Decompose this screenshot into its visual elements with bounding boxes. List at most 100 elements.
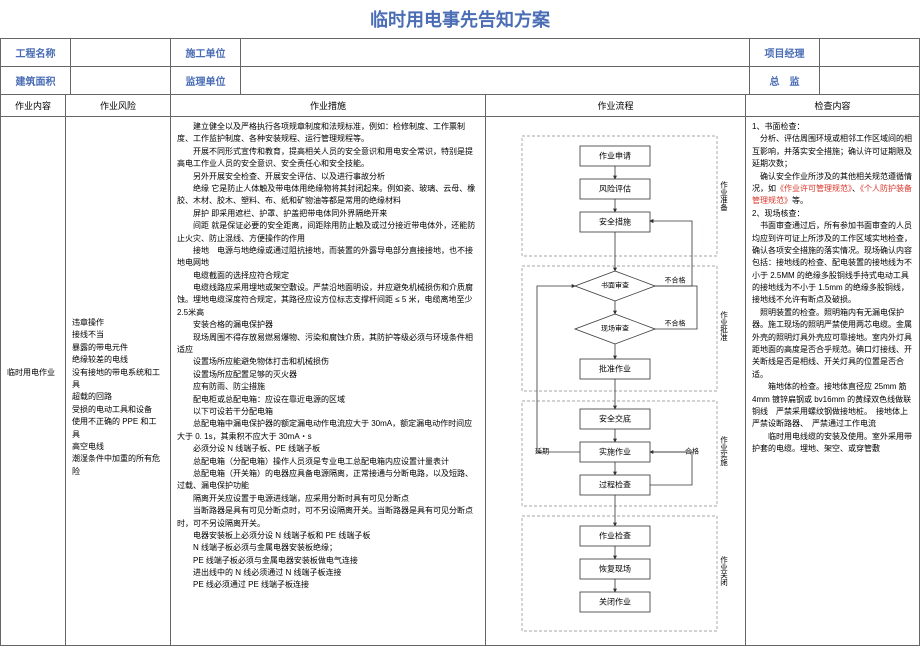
meta-value <box>241 39 750 67</box>
measure-item: 配电柜或总配电箱：应设在靠近电源的区域 <box>177 394 479 406</box>
measure-item: 设置场所应能避免物体打击和机械损伤 <box>177 356 479 368</box>
flow-node-label: 作业检查 <box>599 531 631 541</box>
check-p: 照明装置的检查。照明箱内有无漏电保护器。施工现场的照明严禁使用两芯电缆。金属外壳… <box>752 307 913 381</box>
meta-label: 工程名称 <box>1 39 71 67</box>
meta-row-1: 工程名称 施工单位 项目经理 <box>1 39 920 67</box>
risk-item: 使用不正确的 PPE 和工具 <box>72 416 164 441</box>
check-cell: 1、书面检查： 分析、评估周围环境或相邻工作区域间的相互影响，并落实安全措施；确… <box>746 117 920 646</box>
flow-node-label: 批准作业 <box>599 364 631 374</box>
check-p: 分析、评估周围环境或相邻工作区域间的相互影响，并落实安全措施；确认许可证期限及延… <box>752 133 913 170</box>
flow-arrow-delay <box>537 286 580 452</box>
flow-node-label: 作业申请 <box>599 151 631 161</box>
col-header: 作业流程 <box>486 95 746 117</box>
flow-arrow-loop <box>650 452 692 485</box>
flow-node-label: 安全措施 <box>599 217 631 227</box>
measure-item: 设置场所应配置足够的灭火器 <box>177 369 479 381</box>
meta-label: 施工单位 <box>171 39 241 67</box>
check-p: 临时用电线缆的安装及使用。室外采用带护套的电缆。埋地、架空、或穿管敷 <box>752 431 913 456</box>
risk-item: 暴露的带电元件 <box>72 342 164 354</box>
check-p: 书面审查通过后，所有参加书面审查的人员均应到许可证上所涉及的工作区域实地检查，确… <box>752 220 913 307</box>
measure-item: N 线端子板必须与金属电器安装板绝缘； <box>177 542 479 554</box>
measure-item: 接地 电源与地绝缘或通过阻抗接地，而装置的外露导电部分直接接地，也不接地电网地 <box>177 245 479 270</box>
measure-item: 电器安装板上必须分设 N 线端子板和 PE 线端子板 <box>177 530 479 542</box>
risk-cell: 违章操作接线不当暴露的带电元件绝缘较差的电线没有接地的带电系统和工具超载的回路受… <box>66 117 171 646</box>
risk-item: 高空电线 <box>72 441 164 453</box>
flow-node-label: 安全交底 <box>599 414 631 424</box>
measure-item: 当断路器是具有可见分断点时，可不另设隔离开关。当断路器是具有可见分断点时，可不另… <box>177 505 479 530</box>
col-header: 检查内容 <box>746 95 920 117</box>
risk-item: 违章操作 <box>72 317 164 329</box>
side-label: 作业批准 <box>719 310 728 343</box>
flow-label-nok: 不合格 <box>665 276 686 285</box>
meta-table: 工程名称 施工单位 项目经理 建筑面积 监理单位 总 监 <box>0 39 920 95</box>
risk-item: 潮湿条件中加重的所有危险 <box>72 453 164 478</box>
check-red: 《作业许可管理规范》 <box>776 184 852 193</box>
measure-item: 另外开展安全检查、开展安全评估、以及进行事故分析 <box>177 171 479 183</box>
header-row: 作业内容 作业风险 作业措施 作业流程 检查内容 <box>1 95 920 117</box>
check-p: 确认安全作业所涉及的其他相关规范遵循情况，如《作业许可管理规范》、《个人防护装备… <box>752 171 913 208</box>
check-text: 、 <box>852 184 860 193</box>
measure-item: 隔离开关应设置于电源进线端，应采用分断时具有可见分断点 <box>177 493 479 505</box>
measure-item: 现场周围不得存放易燃易爆物、污染和腐蚀介质，其防护等级必须与环境条件相适应 <box>177 332 479 357</box>
flow-node-label: 书面审查 <box>601 281 629 290</box>
side-label: 作业实施 <box>719 435 728 468</box>
col-header: 作业风险 <box>66 95 171 117</box>
meta-value <box>820 67 920 95</box>
risk-item: 接线不当 <box>72 329 164 341</box>
col-header: 作业内容 <box>1 95 66 117</box>
side-label: 作业准备 <box>719 180 728 213</box>
measure-item: 以下可设若干分配电箱 <box>177 406 479 418</box>
risk-item: 受损的电动工具和设备 <box>72 404 164 416</box>
measure-item: 绝缘 它是防止人体触及带电体用绝缘物将其封闭起来。例如瓷、玻璃、云母、橡胶、木材… <box>177 183 479 208</box>
measure-item: 屏护 即采用遮栏、护罩、护盖把带电体同外界隔绝开来 <box>177 208 479 220</box>
meta-label: 监理单位 <box>171 67 241 95</box>
meta-value <box>820 39 920 67</box>
measure-item: 进出线中的 N 线必须通过 N 线端子板连接 <box>177 567 479 579</box>
measures-cell: 建立健全以及严格执行各项规章制度和法规标准，例如：检修制度、工作票制度、工作监护… <box>171 117 486 646</box>
flowchart: 作业准备 作业批准 作业实施 作业关闭 作业申请 风险评估 安全措施 书面审查 … <box>492 121 740 641</box>
measure-item: 总配电箱中漏电保护器的额定漏电动作电流应大于 30mA，额定漏电动作时间应大于 … <box>177 418 479 443</box>
flow-node-label: 风险评估 <box>599 184 631 194</box>
side-label: 作业关闭 <box>719 555 728 588</box>
measure-item: 应有防雨、防尘措施 <box>177 381 479 393</box>
risk-item: 绝缘较差的电线 <box>72 354 164 366</box>
measure-item: 总配电箱（分配电箱）操作人员须是专业电工总配电箱内应设置计量表计 <box>177 456 479 468</box>
meta-label: 建筑面积 <box>1 67 71 95</box>
measure-item: PE 线端子板必须与金属电器安装板做电气连接 <box>177 555 479 567</box>
meta-label: 总 监 <box>750 67 820 95</box>
meta-value <box>241 67 750 95</box>
measure-item: 总配电箱（开关箱）的电器应具备电源隔离，正常接通与分断电路，以及短路、过载、漏电… <box>177 468 479 493</box>
meta-value <box>71 67 171 95</box>
meta-row-2: 建筑面积 监理单位 总 监 <box>1 67 920 95</box>
flow-arrow-back <box>650 221 702 329</box>
measure-item: 电缆线路应采用埋地或架空敷设。严禁沿地面明设，并应避免机械损伤和介质腐蚀。埋地电… <box>177 282 479 319</box>
content-table: 作业内容 作业风险 作业措施 作业流程 检查内容 临时用电作业 违章操作接线不当… <box>0 95 920 646</box>
check-p: 箱地体的检查。接地体直径应 25mm 筋 4mm 镀锌扁钢或 bv16mm 的黄… <box>752 381 913 431</box>
flow-node-label: 过程检查 <box>599 480 631 490</box>
flow-node-label: 实施作业 <box>599 447 631 457</box>
meta-value <box>71 39 171 67</box>
measure-item: 必须分设 N 线端子板、PE 线端子板 <box>177 443 479 455</box>
risk-item: 没有接地的带电系统和工具 <box>72 367 164 392</box>
flow-arrow-back <box>650 221 692 286</box>
risk-item: 超载的回路 <box>72 391 164 403</box>
measure-item: 电缆截面的选择应符合规定 <box>177 270 479 282</box>
check-p: 1、书面检查： <box>752 121 913 133</box>
measure-item: PE 线必须通过 PE 线端子板连接 <box>177 579 479 591</box>
flow-node-label: 现场审查 <box>601 324 629 333</box>
measure-item: 间距 就是保证必要的安全距离，间距除用防止触及或过分接近带电体外，还能防止火灾、… <box>177 220 479 245</box>
measure-item: 安装合格的漏电保护器 <box>177 319 479 331</box>
body-row: 临时用电作业 违章操作接线不当暴露的带电元件绝缘较差的电线没有接地的带电系统和工… <box>1 117 920 646</box>
check-text: 等。 <box>792 196 808 205</box>
col-header: 作业措施 <box>171 95 486 117</box>
content-cell: 临时用电作业 <box>1 117 66 646</box>
process-cell: 作业准备 作业批准 作业实施 作业关闭 作业申请 风险评估 安全措施 书面审查 … <box>486 117 746 646</box>
measure-item: 建立健全以及严格执行各项规章制度和法规标准，例如：检修制度、工作票制度、工作监护… <box>177 121 479 146</box>
doc-title: 临时用电事先告知方案 <box>0 0 920 39</box>
meta-label: 项目经理 <box>750 39 820 67</box>
flow-label-nok: 不合格 <box>665 319 686 328</box>
check-p: 2、现场核查： <box>752 208 913 220</box>
flow-node-label: 恢复现场 <box>599 564 631 574</box>
measure-item: 开展不同形式宣传和教育，提高相关人员的安全意识和用电安全常识，特别是提高电工作业… <box>177 146 479 171</box>
flow-node-label: 关闭作业 <box>599 597 631 607</box>
